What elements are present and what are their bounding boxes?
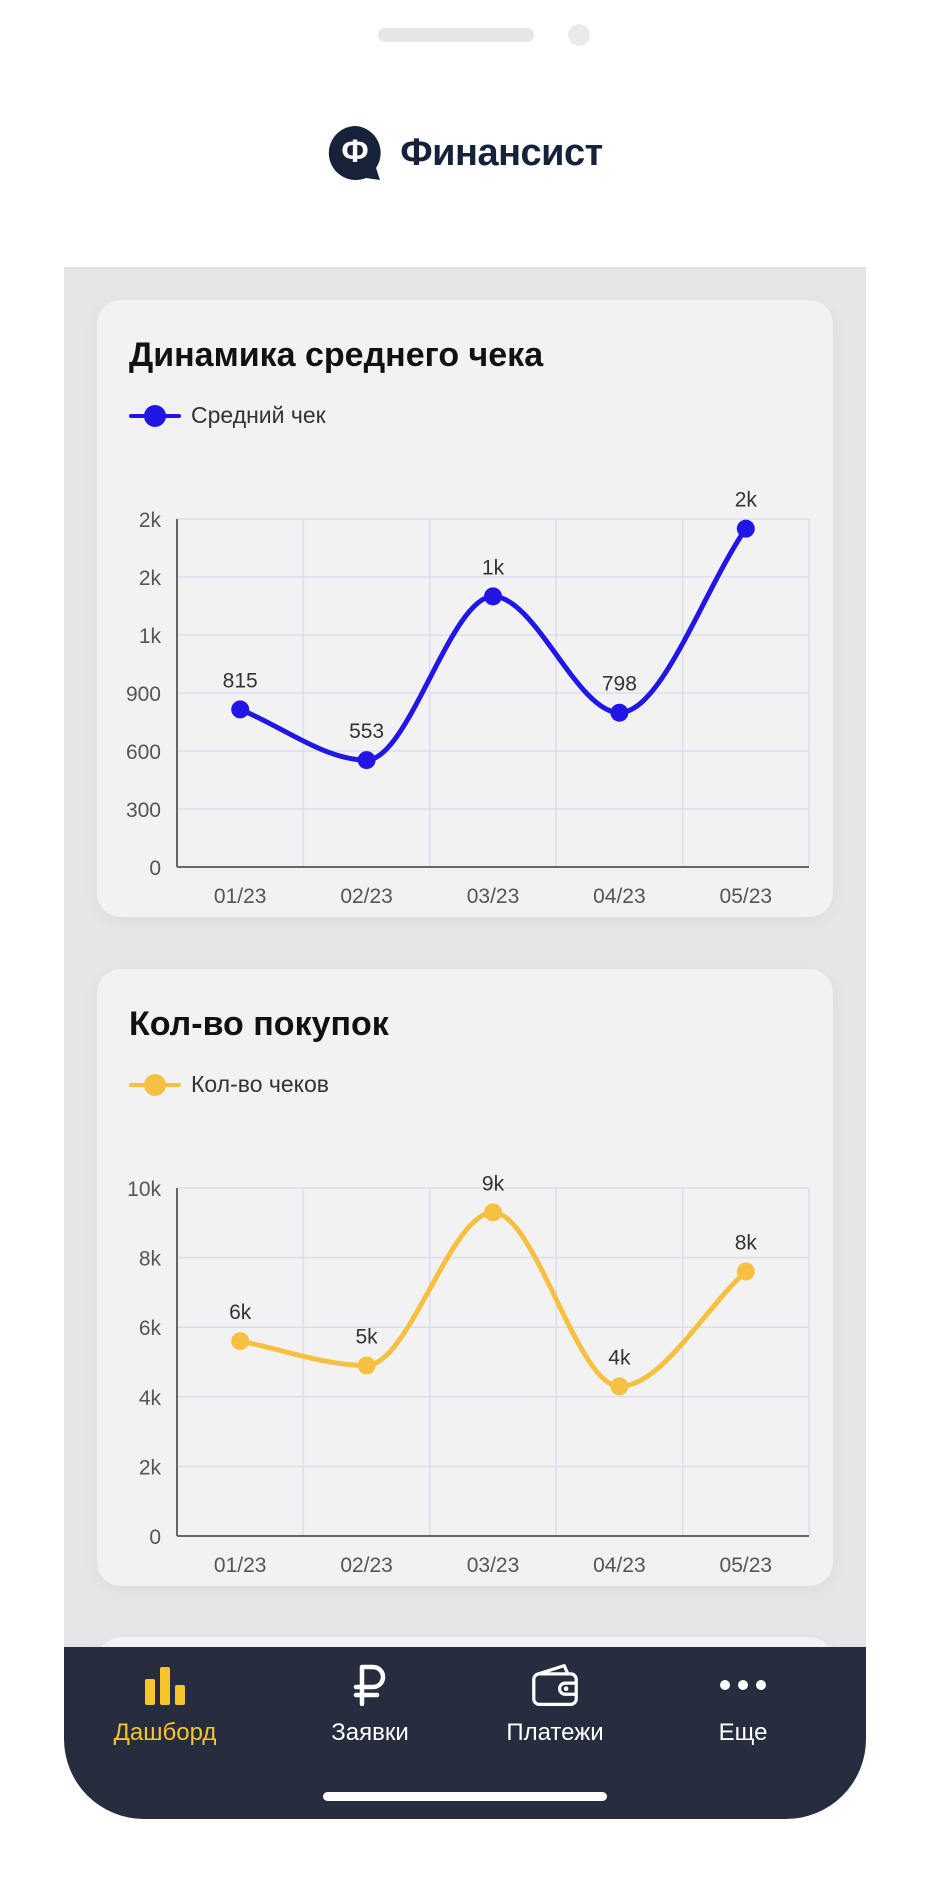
phone-speaker: [378, 28, 534, 42]
y-tick-label: 8k: [139, 1248, 162, 1271]
chart-legend[interactable]: Средний чек: [129, 402, 326, 429]
data-point: [484, 1203, 502, 1222]
data-point: [736, 1262, 755, 1281]
data-point: [357, 751, 376, 770]
y-tick-label: 900: [126, 683, 161, 706]
y-tick-label: 10k: [127, 1178, 161, 1201]
home-indicator[interactable]: [323, 1792, 607, 1801]
tab-requests[interactable]: Заявки: [295, 1661, 445, 1771]
purchases-count-chart[interactable]: 0 2k 4k 6k 8k 10k 01/23 02/23 03/23 04/23 05/23 6k 5…: [97, 969, 833, 1586]
series-line: [237, 1209, 749, 1389]
dashboard-screen[interactable]: Динамика среднего чека Средний чек 0 300 6…: [64, 267, 866, 1647]
y-tick-label: 6k: [139, 1317, 162, 1340]
tab-label: Заявки: [331, 1719, 409, 1746]
y-tick-label: 2k: [139, 567, 162, 590]
x-tick-label: 05/23: [720, 885, 773, 908]
legend-marker: [129, 1073, 181, 1096]
tab-label: Платежи: [506, 1719, 604, 1746]
average-check-card: Динамика среднего чека Средний чек 0 300 6…: [97, 300, 833, 917]
wallet-icon: [531, 1661, 579, 1709]
y-tick-label: 2k: [139, 509, 162, 532]
data-label: 798: [602, 673, 637, 696]
tab-more[interactable]: Еще: [668, 1661, 818, 1771]
data-label: 6k: [229, 1301, 252, 1324]
y-tick-label: 300: [126, 799, 161, 822]
app-header: Ф Финансист: [0, 124, 929, 182]
data-label: 2k: [735, 489, 758, 512]
legend-label: Средний чек: [191, 402, 326, 428]
data-point: [610, 703, 629, 722]
tab-dashboard[interactable]: Дашборд: [90, 1661, 240, 1771]
data-point: [231, 700, 250, 719]
data-label: 9k: [482, 1172, 505, 1195]
card-title: Кол-во покупок: [129, 1005, 389, 1043]
data-label: 5k: [356, 1325, 379, 1348]
data-label: 553: [349, 720, 384, 743]
purchases-count-card: Кол-во покупок Кол-во чеков 0 2k 4k 6k 8k 10k…: [97, 969, 833, 1586]
data-label: 815: [223, 669, 258, 692]
ruble-icon: [346, 1661, 394, 1709]
tab-payments[interactable]: Платежи: [480, 1661, 630, 1771]
data-point: [231, 1332, 250, 1351]
tab-label: Еще: [718, 1719, 768, 1746]
data-point: [357, 1356, 376, 1375]
card-title: Динамика среднего чека: [129, 336, 544, 374]
data-point: [736, 519, 755, 538]
y-tick-label: 1k: [139, 625, 162, 648]
more-icon: [719, 1661, 767, 1709]
legend-marker: [129, 404, 181, 427]
x-tick-label: 03/23: [467, 885, 520, 908]
data-label: 1k: [482, 556, 505, 579]
data-point: [484, 587, 502, 606]
chart-legend[interactable]: Кол-во чеков: [129, 1071, 329, 1098]
data-label: 4k: [608, 1346, 631, 1369]
x-tick-label: 04/23: [593, 1554, 646, 1577]
y-tick-label: 0: [149, 1526, 161, 1549]
data-point: [610, 1377, 629, 1396]
x-tick-label: 01/23: [214, 885, 267, 908]
x-tick-label: 02/23: [340, 885, 393, 908]
y-tick-label: 0: [149, 857, 161, 880]
x-tick-label: 02/23: [340, 1554, 393, 1577]
x-tick-label: 04/23: [593, 885, 646, 908]
next-card-peek: [97, 1637, 833, 1647]
phone-camera: [568, 24, 590, 46]
bar-chart-icon: [141, 1661, 189, 1709]
bottom-tab-bar: Дашборд Заявки Платежи Еще: [64, 1647, 866, 1819]
data-label: 8k: [735, 1232, 758, 1255]
svg-text:Ф: Ф: [342, 133, 369, 169]
average-check-chart[interactable]: 0 300 600 900 1k 2k 2k 01/23 02/23 03/23 04/23 05/2…: [97, 300, 833, 917]
x-tick-label: 01/23: [214, 1554, 267, 1577]
y-tick-label: 2k: [139, 1456, 162, 1479]
tab-label: Дашборд: [113, 1719, 217, 1746]
brand-logo-icon: Ф: [329, 125, 381, 180]
x-tick-label: 03/23: [467, 1554, 520, 1577]
x-tick-label: 05/23: [720, 1554, 773, 1577]
y-tick-label: 4k: [139, 1387, 162, 1410]
y-tick-label: 600: [126, 741, 161, 764]
legend-label: Кол-во чеков: [191, 1071, 330, 1097]
brand-name: Финансист: [400, 131, 603, 174]
